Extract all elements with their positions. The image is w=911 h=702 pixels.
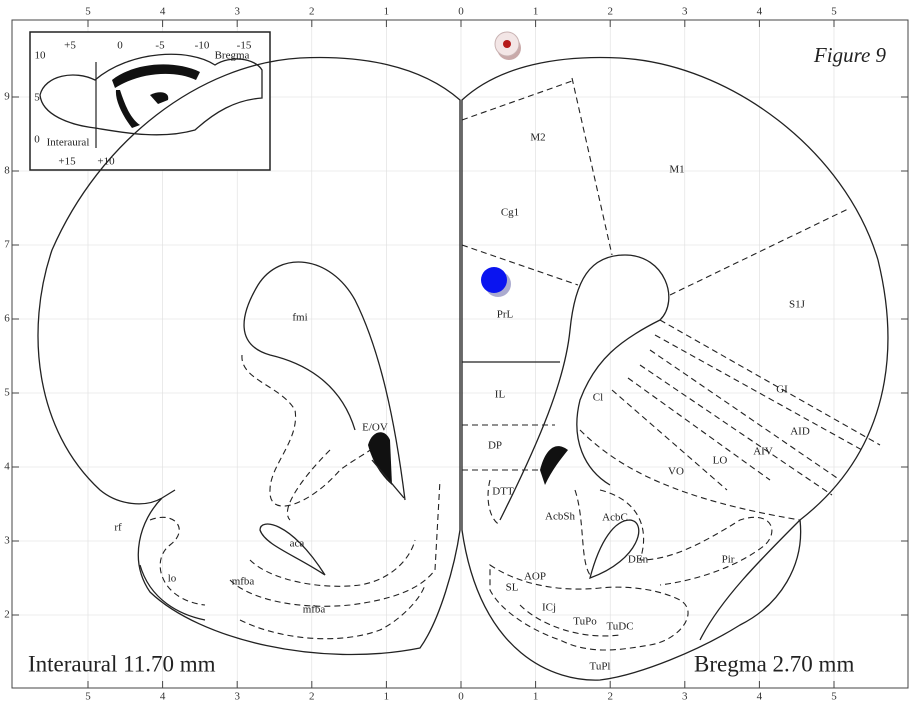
bottom-axis-label: 4 [160, 691, 166, 702]
region-label: E/OV [362, 422, 388, 434]
bottom-axis-label: 3 [682, 691, 688, 702]
region-label: LO [713, 455, 728, 467]
left-axis-label: 8 [4, 165, 10, 177]
left-axis-label: 5 [4, 387, 10, 399]
left-axis-label: 4 [4, 461, 10, 473]
top-axis-label: 3 [234, 6, 240, 18]
region-label: M2 [530, 132, 545, 144]
inset-tick: 0 [117, 40, 123, 52]
outline[interactable] [481, 267, 507, 293]
region-label: Cl [593, 392, 603, 404]
top-axis-label: 5 [831, 6, 837, 18]
top-axis-label: 5 [85, 6, 91, 18]
bottom-axis-label: 5 [831, 691, 837, 702]
top-axis-label: 2 [607, 6, 613, 18]
region-label: ICj [542, 602, 556, 614]
left-axis-label: 7 [4, 239, 10, 251]
bottom-axis-label: 3 [234, 691, 240, 702]
region-label: lo [168, 573, 177, 585]
inset-label: Interaural [47, 137, 90, 149]
inset-label: Bregma [215, 50, 250, 62]
left-axis-label: 9 [4, 91, 10, 103]
page: 543210123455432101234598765432 +5 0 -5 -… [0, 0, 911, 702]
region-label: Pir [722, 554, 735, 566]
interaural-label: Interaural 11.70 mm [28, 651, 216, 676]
inset-tick: +10 [97, 156, 115, 168]
region-label: DTT [492, 486, 514, 498]
top-axis-label: 4 [160, 6, 166, 18]
bottom-axis-label: 5 [85, 691, 91, 702]
outline[interactable] [503, 40, 511, 48]
bottom-axis-label: 2 [607, 691, 613, 702]
inset-tick: -5 [155, 40, 165, 52]
top-axis-label: 1 [533, 6, 539, 18]
bottom-axis-label: 0 [458, 691, 464, 702]
region-label: PrL [497, 309, 514, 321]
region-label: DP [488, 440, 502, 452]
region-label: AOP [524, 571, 546, 583]
atlas-figure: 543210123455432101234598765432 +5 0 -5 -… [0, 0, 911, 702]
inset-tick: +5 [64, 40, 76, 52]
top-axis-label: 0 [458, 6, 464, 18]
inset-tick: 10 [35, 50, 47, 62]
region-label: TuPl [589, 661, 610, 673]
inset-tick: -10 [195, 40, 210, 52]
left-axis-label: 6 [4, 313, 10, 325]
bottom-axis-label: 1 [384, 691, 390, 702]
region-label: IL [495, 389, 506, 401]
left-axis-label: 2 [4, 609, 10, 621]
left-axis-label: 3 [4, 535, 10, 547]
region-label: aca [290, 538, 305, 550]
region-label: SL [506, 582, 519, 594]
region-label: fmi [292, 312, 307, 324]
top-axis-label: 1 [384, 6, 390, 18]
region-label: AIV [753, 446, 773, 458]
region-label: mfba [303, 604, 326, 616]
region-label: Cg1 [501, 207, 519, 219]
region-label: AcbC [602, 512, 628, 524]
region-label: DEn [628, 554, 649, 566]
top-axis-label: 3 [682, 6, 688, 18]
inset-tick: 0 [34, 134, 40, 146]
bottom-axis-label: 2 [309, 691, 315, 702]
region-label: mfba [232, 576, 255, 588]
top-axis-label: 4 [757, 6, 763, 18]
bottom-axis-label: 1 [533, 691, 539, 702]
region-label: TuDC [606, 621, 633, 633]
figure-label: Figure 9 [813, 43, 887, 67]
region-label: rf [114, 522, 122, 534]
region-label: S1J [789, 299, 806, 311]
bottom-axis-label: 4 [757, 691, 763, 702]
region-label: AcbSh [545, 511, 575, 523]
top-axis-label: 2 [309, 6, 315, 18]
region-label: VO [668, 466, 684, 478]
region-label: AID [790, 426, 810, 438]
region-label: TuPo [573, 616, 597, 628]
inset: +5 0 -5 -10 -15 10 5 0 Interaural Bregma… [30, 32, 270, 170]
bregma-label: Bregma 2.70 mm [694, 651, 854, 676]
region-label: M1 [669, 164, 684, 176]
inset-tick: +15 [58, 156, 76, 168]
region-label: GI [776, 384, 788, 396]
inset-tick: 5 [34, 92, 40, 104]
